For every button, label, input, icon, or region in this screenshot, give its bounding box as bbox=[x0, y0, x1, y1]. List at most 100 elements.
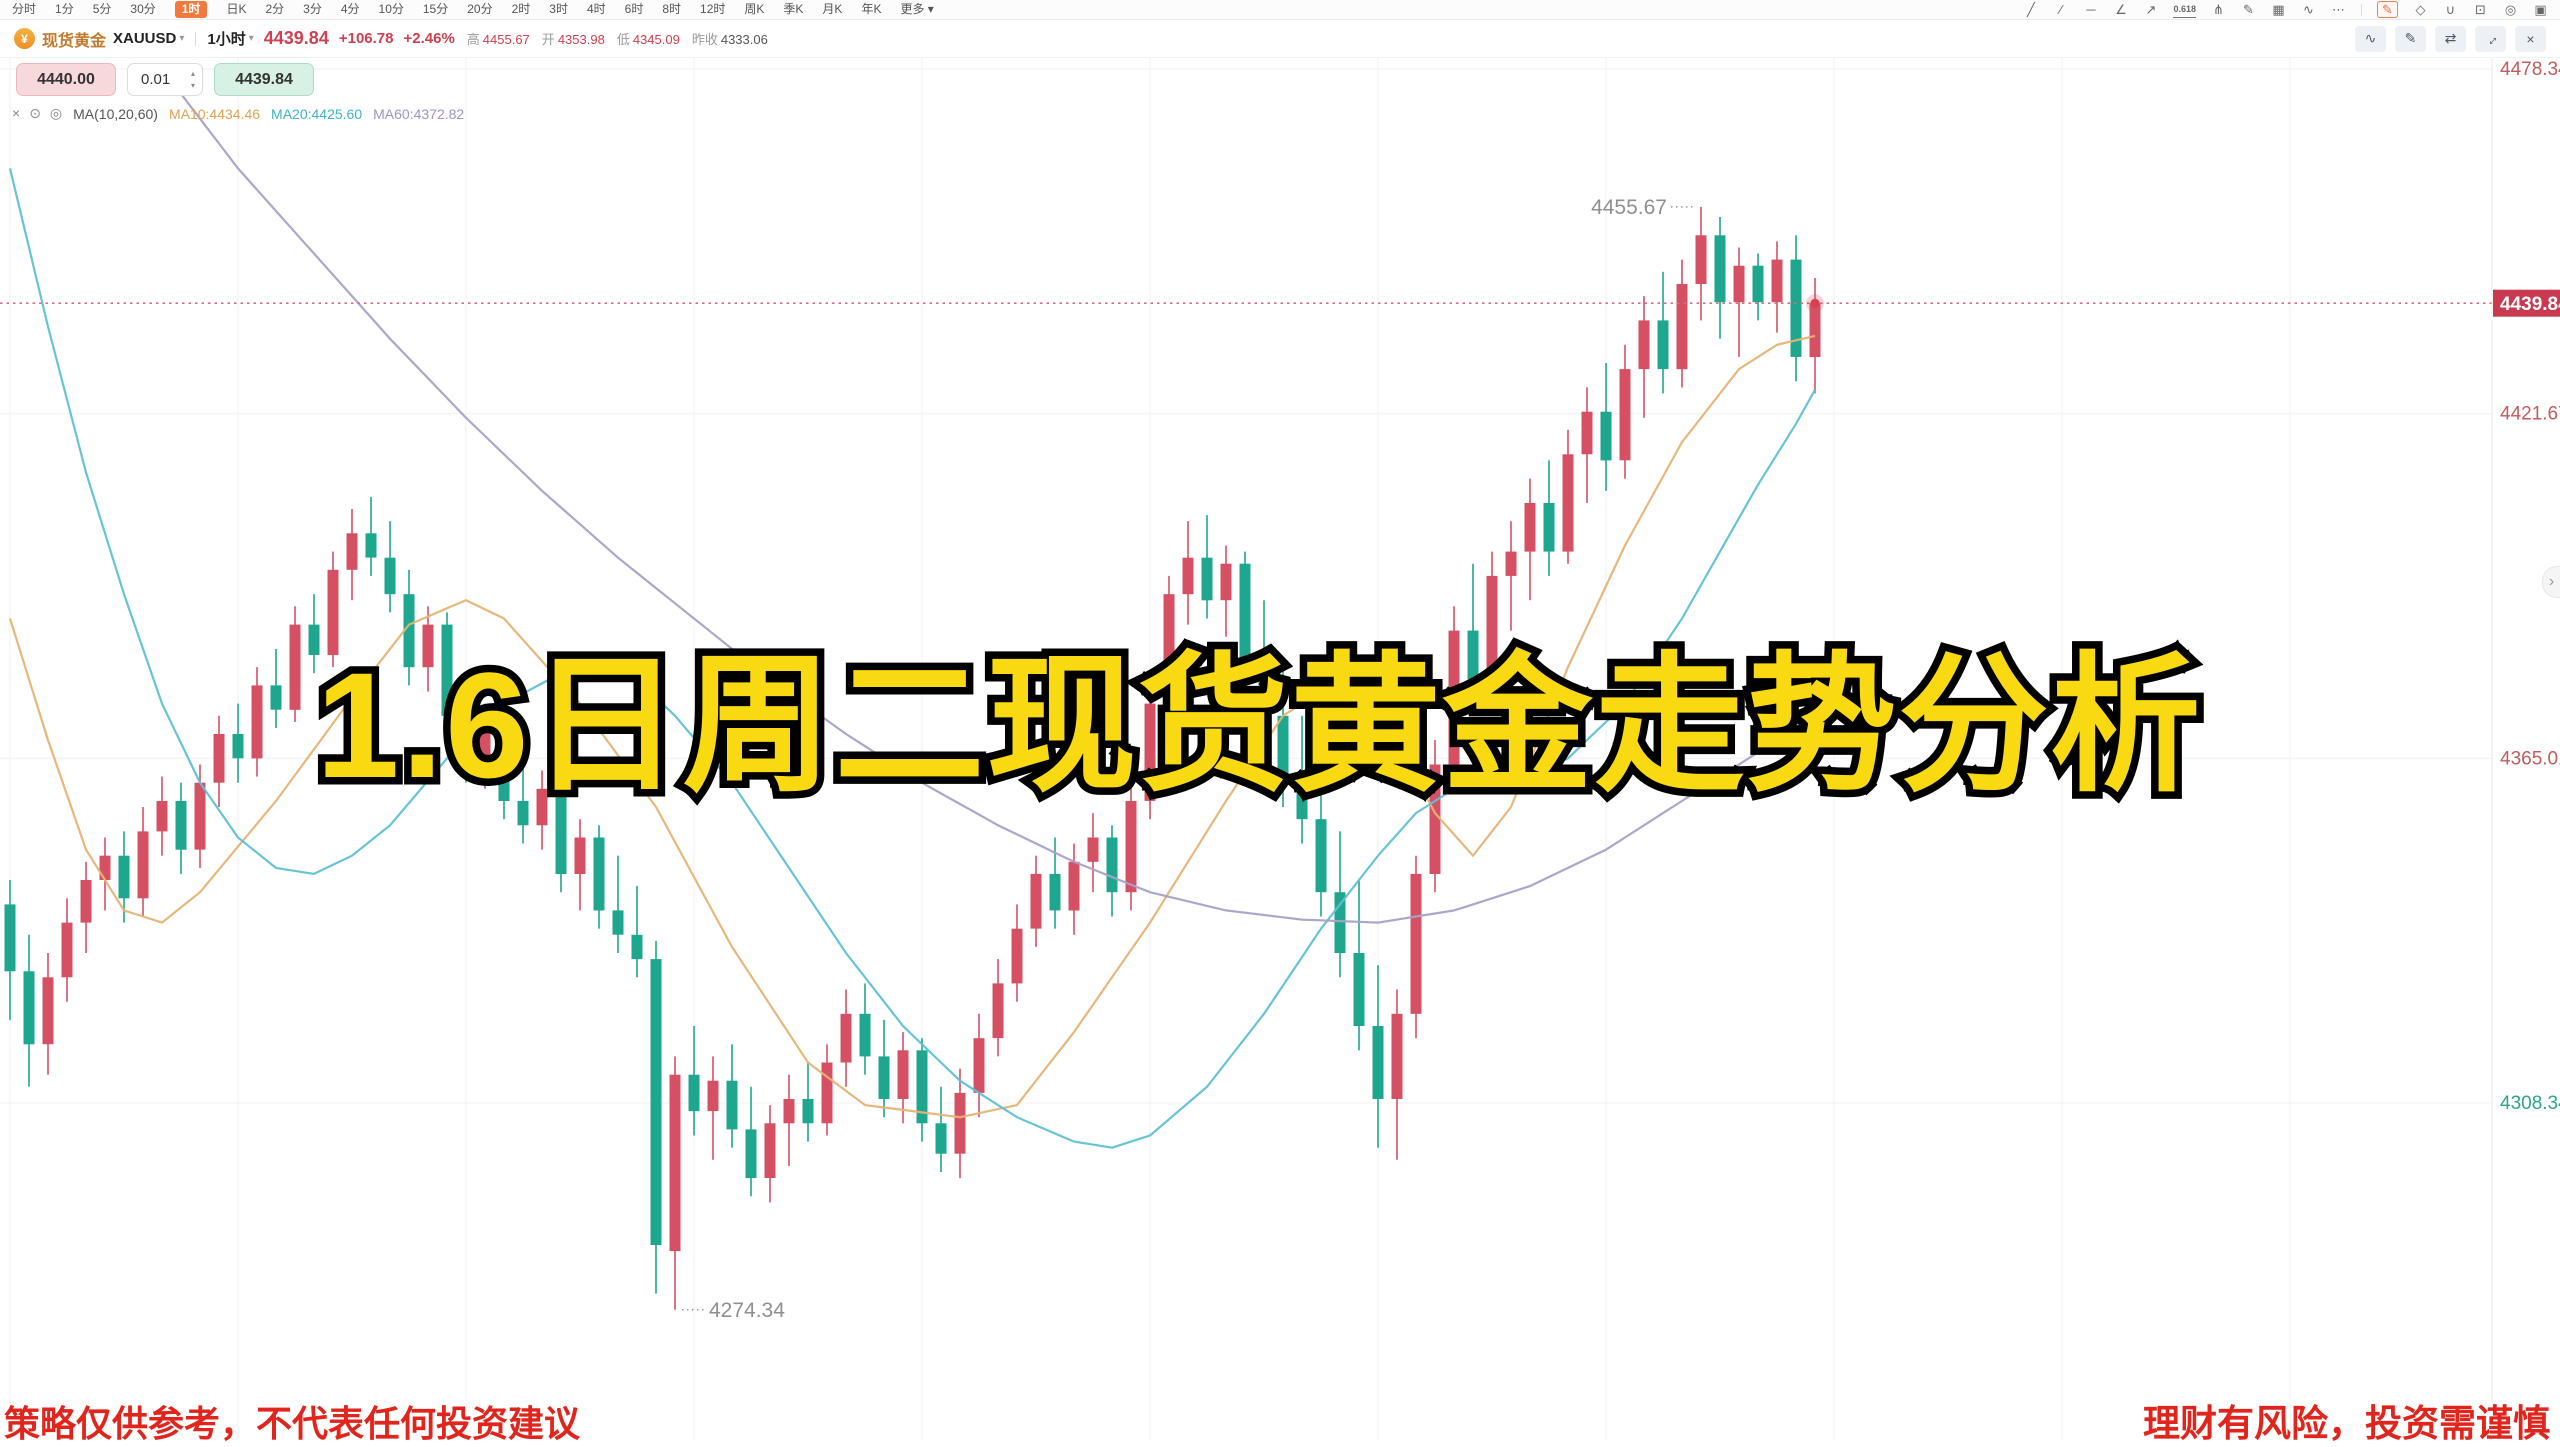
more-tools-icon[interactable]: ⋯ bbox=[2332, 2, 2345, 17]
disclaimer-right: 理财有风险，投资需谨慎 bbox=[2141, 1401, 2552, 1446]
price-change-pct: +2.46% bbox=[403, 30, 455, 47]
open-stat: 开 4353.98 bbox=[541, 32, 605, 47]
trend-angle-icon[interactable]: ∠ bbox=[2115, 2, 2127, 17]
chevron-down-icon: ▾ bbox=[248, 33, 254, 44]
buy-price: 4439.84 bbox=[235, 70, 293, 88]
price-change: +106.78 bbox=[338, 30, 394, 47]
timeframe-周K[interactable]: 周K bbox=[744, 2, 765, 16]
step-up-icon: ▴ bbox=[190, 69, 195, 78]
sell-price: 4440.00 bbox=[37, 70, 95, 88]
timeframe-1分[interactable]: 1分 bbox=[55, 2, 74, 16]
indicator-visibility-icon[interactable]: ◎ bbox=[49, 105, 63, 121]
gold-coin-icon: ¥ bbox=[14, 28, 35, 49]
panels-icon[interactable]: ▣ bbox=[2534, 2, 2547, 17]
close-icon: × bbox=[2526, 30, 2535, 47]
indicator-title: MA(10,20,60) bbox=[73, 105, 158, 122]
compare-icon: ⇄ bbox=[2444, 30, 2457, 46]
remove-indicator-icon[interactable]: × bbox=[12, 105, 21, 121]
spread-stepper[interactable]: 0.01 ▴ ▾ bbox=[127, 63, 203, 96]
horizontal-line-icon[interactable]: ─ bbox=[2086, 2, 2096, 17]
indicator-icon: ∿ bbox=[2364, 30, 2377, 46]
timeframe-2时[interactable]: 2时 bbox=[511, 2, 531, 16]
edit-active-icon[interactable]: ✎ bbox=[2377, 1, 2398, 18]
video-title-overlay: 1.6日周二现货黄金走势分析 bbox=[309, 634, 2209, 817]
spread-value: 0.01 bbox=[141, 71, 171, 88]
timeframe-月K[interactable]: 月K bbox=[822, 2, 843, 16]
symbol-bar: ¥ 现货黄金 XAUUSD ▾ 1小时 ▾ 4439.84 +106.78 +2… bbox=[0, 20, 2560, 58]
hide-drawings-icon[interactable]: ◎ bbox=[2504, 2, 2517, 17]
svg-text:4308.34: 4308.34 bbox=[2500, 1093, 2560, 1114]
image-insert-icon[interactable]: ▦ bbox=[2272, 2, 2285, 17]
timeframe-2分[interactable]: 2分 bbox=[265, 2, 285, 16]
buy-button[interactable]: 4439.84 bbox=[214, 63, 314, 96]
order-panel: 4440.00 0.01 ▴ ▾ 4439.84 bbox=[16, 63, 314, 96]
last-price: 4439.84 bbox=[263, 28, 329, 48]
draw-button[interactable]: ✎ bbox=[2395, 25, 2426, 52]
timeframe-3分[interactable]: 3分 bbox=[303, 2, 322, 16]
svg-text:4365.01: 4365.01 bbox=[2500, 748, 2560, 769]
ma60-value: MA60:4372.82 bbox=[373, 105, 465, 122]
timeframe-4时[interactable]: 4时 bbox=[586, 2, 606, 16]
timeframe-季K[interactable]: 季K bbox=[783, 2, 804, 16]
timeframe-分时[interactable]: 分时 bbox=[12, 2, 37, 16]
close-button[interactable]: × bbox=[2515, 25, 2546, 52]
timeframe-list: 分时 1分 5分 30分 1时 日K 2分 3分 4分 10分 15分 20分 2时 3时 4时 6时 8时 12… bbox=[12, 1, 934, 18]
timeframe-日K[interactable]: 日K bbox=[226, 2, 247, 16]
step-down-icon: ▾ bbox=[190, 81, 195, 90]
wave-polyline-icon[interactable]: ∿ bbox=[2303, 2, 2314, 17]
sell-button[interactable]: 4440.00 bbox=[16, 63, 116, 96]
gann-fan-icon[interactable]: ⋔ bbox=[2213, 2, 2224, 17]
magnet-icon[interactable]: ∪ bbox=[2445, 2, 2456, 17]
indicator-icons: × ⊙ ◎ bbox=[12, 105, 62, 122]
symbol-ticker-dropdown[interactable]: XAUUSD ▾ bbox=[113, 30, 184, 47]
svg-text:4421.67: 4421.67 bbox=[2500, 404, 2560, 425]
compare-button[interactable]: ⇄ bbox=[2435, 25, 2466, 52]
timeframe-8时[interactable]: 8时 bbox=[662, 2, 682, 16]
fullscreen-button[interactable]: ↔ bbox=[2475, 25, 2506, 52]
toolbar-divider bbox=[2361, 3, 2362, 16]
timeframe-12时[interactable]: 12时 bbox=[700, 2, 726, 16]
timeframe-15分[interactable]: 15分 bbox=[422, 2, 449, 16]
draw-icon: ✎ bbox=[2404, 30, 2417, 46]
indicator-bar: × ⊙ ◎ MA(10,20,60) MA10:4434.46 MA20:4425.… bbox=[12, 105, 464, 122]
save-template-icon[interactable]: ⊡ bbox=[2475, 2, 2486, 17]
ma10-value: MA10:4434.46 bbox=[168, 105, 261, 122]
timeframe-6时[interactable]: 6时 bbox=[624, 2, 644, 16]
chart-controls: ∿ ✎ ⇄ ↔ × bbox=[2355, 25, 2546, 52]
symbol-ticker: XAUUSD bbox=[113, 30, 177, 47]
fibonacci-icon[interactable]: 0.618 bbox=[2173, 2, 2196, 18]
timeframe-30分[interactable]: 30分 bbox=[130, 2, 156, 16]
interval-label: 1小时 bbox=[207, 31, 246, 48]
timeframe-1时[interactable]: 1时 bbox=[174, 1, 208, 18]
indicator-settings-icon[interactable]: ⊙ bbox=[29, 105, 41, 121]
timeframe-5分[interactable]: 5分 bbox=[92, 2, 112, 16]
timeframe-more-dropdown[interactable]: 更多 ▾ bbox=[900, 2, 934, 16]
divider bbox=[195, 31, 197, 46]
timeframe-3时[interactable]: 3时 bbox=[549, 2, 568, 16]
trend-line-icon[interactable]: ╱ bbox=[2027, 2, 2035, 17]
svg-text:4455.67: 4455.67 bbox=[1591, 196, 1667, 219]
timeframe-10分[interactable]: 10分 bbox=[378, 2, 404, 16]
drawing-toolbar: ╱ ∕ ─ ∠ ↗ 0.618 ⋔ ✎ ▦ ∿ ⋯ ✎ ◇ ∪ ⊡ ◎ ▣ bbox=[2023, 1, 2548, 18]
timeframe-4分[interactable]: 4分 bbox=[340, 2, 360, 16]
svg-text:4478.34: 4478.34 bbox=[2500, 59, 2560, 80]
timeframe-20分[interactable]: 20分 bbox=[467, 2, 493, 16]
ma20-value: MA20:4425.60 bbox=[271, 105, 363, 122]
high-stat: 高 4455.67 bbox=[466, 32, 530, 47]
symbol-name: 现货黄金 bbox=[42, 32, 107, 50]
prev-close-stat: 昨收 4333.06 bbox=[691, 32, 768, 47]
fullscreen-icon: ↔ bbox=[2479, 27, 2502, 50]
stepper-arrows[interactable]: ▴ ▾ bbox=[191, 68, 195, 92]
svg-text:4439.84: 4439.84 bbox=[2500, 294, 2560, 315]
disclaimer-left: 策略仅供参考，不代表任何投资建议 bbox=[2, 1401, 582, 1446]
interval-dropdown[interactable]: 1小时 ▾ bbox=[207, 28, 253, 49]
pencil-draw-icon[interactable]: ✎ bbox=[2243, 2, 2254, 17]
timeframe-年K[interactable]: 年K bbox=[861, 2, 882, 16]
eraser-icon[interactable]: ◇ bbox=[2415, 2, 2426, 17]
arrow-brush-icon[interactable]: ↗ bbox=[2145, 2, 2157, 17]
ray-line-icon[interactable]: ∕ bbox=[2059, 2, 2063, 17]
indicator-button[interactable]: ∿ bbox=[2355, 25, 2386, 52]
svg-text:4274.34: 4274.34 bbox=[709, 1299, 785, 1322]
